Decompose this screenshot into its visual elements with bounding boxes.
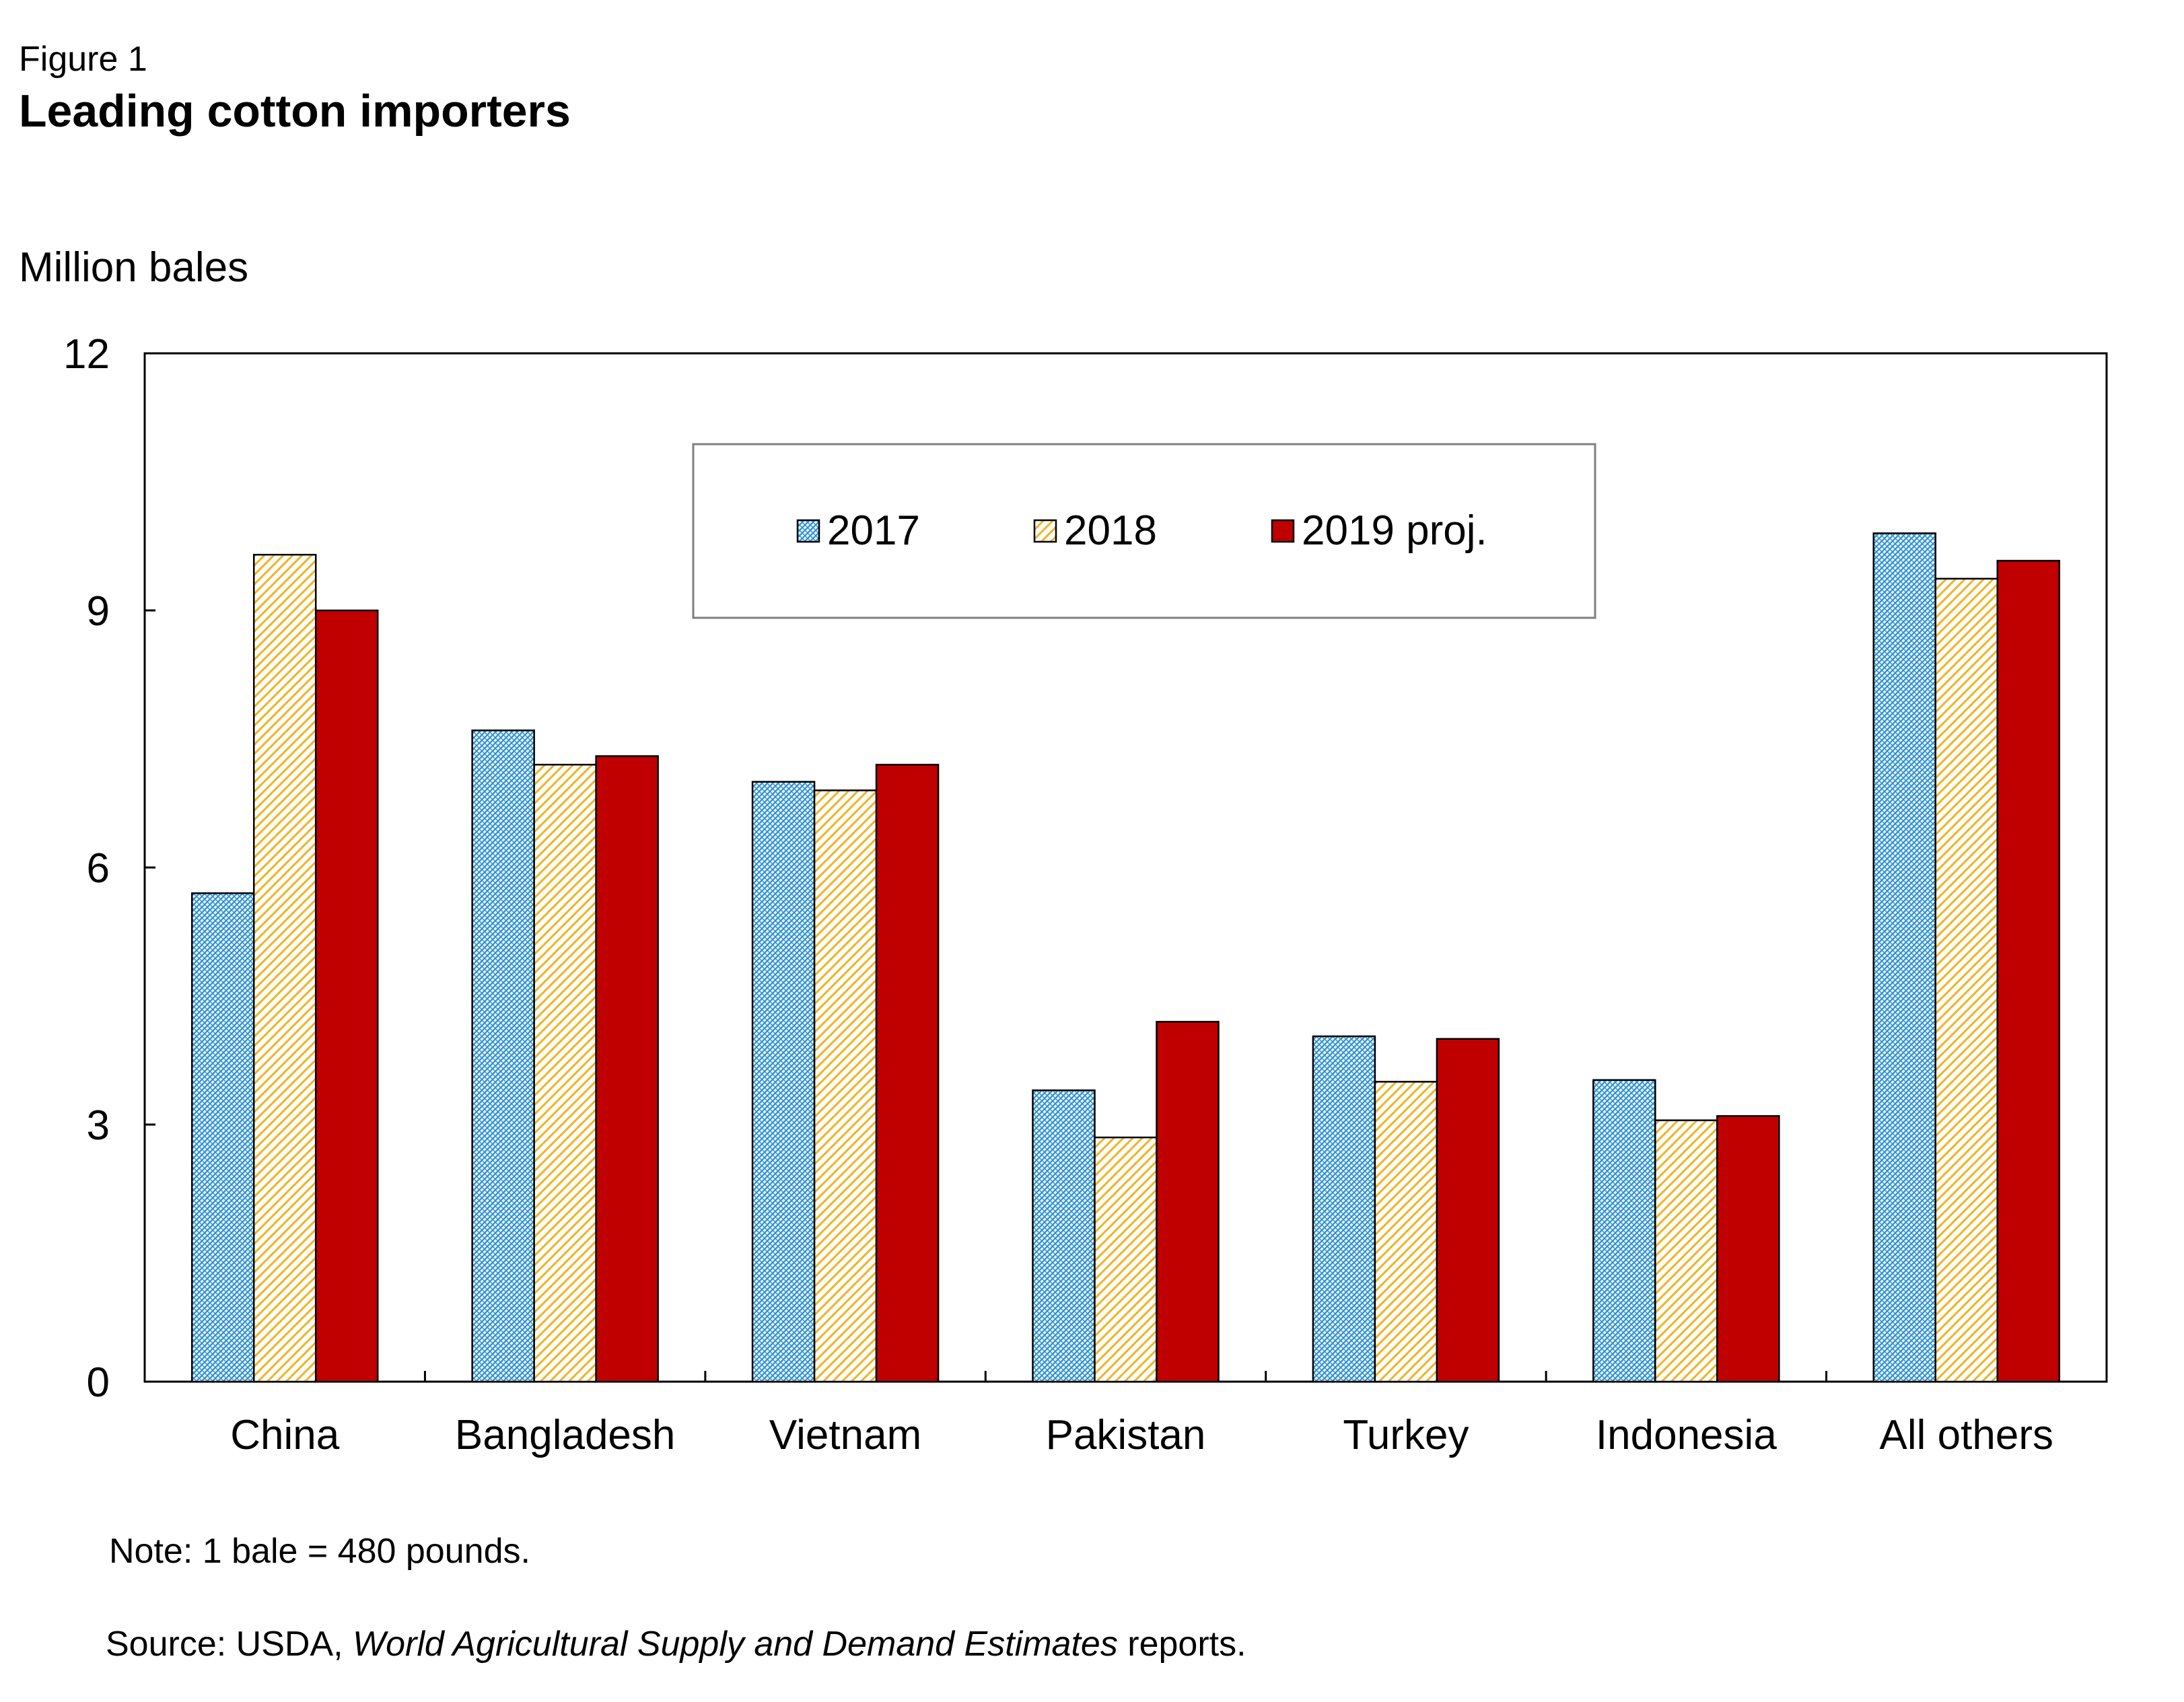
bar-all-others-2018 (1934, 577, 1999, 1383)
chart-source: Source: USDA, World Agricultural Supply … (106, 1624, 1246, 1664)
bar-bangladesh-2018 (533, 763, 597, 1383)
bar-all-others-2017 (1872, 532, 1937, 1383)
x-tick-label-vietnam: Vietnam (769, 1412, 921, 1458)
y-tick-label: 6 (87, 845, 110, 892)
figure-title: Leading cotton importers (19, 85, 571, 137)
legend-swatch-2018 (1033, 519, 1057, 543)
source-publication: World Agricultural Supply and Demand Est… (353, 1625, 1118, 1664)
y-tick-label: 12 (63, 331, 110, 378)
legend-swatch-2019-proj (1271, 519, 1295, 543)
legend-box (692, 443, 1596, 619)
bar-indonesia-2018 (1654, 1119, 1718, 1383)
bar-all-others-2019-proj (1996, 559, 2061, 1383)
bar-pakistan-2019-proj (1156, 1020, 1220, 1383)
x-axis: China Bangladesh Vietnam Pakistan Turkey Indo… (230, 1371, 2053, 1458)
bar-bangladesh-2019-proj (595, 755, 659, 1383)
source-suffix: reports. (1117, 1625, 1246, 1664)
bar-indonesia-2017 (1592, 1079, 1656, 1383)
y-axis-unit-label: Million bales (19, 244, 249, 291)
bar-vietnam-2017 (751, 781, 816, 1383)
bar-turkey-2017 (1312, 1035, 1376, 1383)
bar-china-2018 (252, 553, 317, 1383)
bar-vietnam-2019-proj (875, 763, 940, 1383)
x-tick-label-china: China (230, 1412, 340, 1458)
x-tick-label-bangladesh: Bangladesh (455, 1412, 676, 1458)
bar-turkey-2019-proj (1436, 1038, 1500, 1383)
bar-pakistan-2018 (1094, 1136, 1158, 1383)
bar-turkey-2018 (1374, 1081, 1438, 1383)
x-tick-label-all-others: All others (1880, 1412, 2053, 1458)
y-tick-label: 3 (87, 1102, 110, 1149)
bar-vietnam-2018 (813, 789, 878, 1383)
x-tick-label-pakistan: Pakistan (1046, 1412, 1206, 1458)
bar-china-2019-proj (314, 609, 379, 1383)
bar-china-2017 (190, 892, 255, 1383)
x-tick-label-turkey: Turkey (1343, 1412, 1469, 1458)
bar-pakistan-2017 (1032, 1089, 1096, 1383)
source-prefix: Source: USDA, (106, 1625, 353, 1664)
y-tick-label: 0 (87, 1359, 110, 1406)
legend-label-2017: 2017 (827, 507, 920, 554)
y-tick-label: 9 (87, 588, 110, 635)
legend: 2017 2018 2019 proj. (692, 443, 1596, 619)
y-axis: 0 3 6 9 12 (63, 331, 155, 1406)
x-tick-label-indonesia: Indonesia (1596, 1412, 1777, 1458)
bar-bangladesh-2017 (471, 730, 535, 1383)
bar-series-group (190, 532, 2061, 1383)
bar-indonesia-2019-proj (1716, 1115, 1780, 1383)
figure-label: Figure 1 (19, 40, 147, 79)
legend-label-2018: 2018 (1064, 507, 1157, 554)
chart-note: Note: 1 bale = 480 pounds. (109, 1532, 530, 1571)
legend-swatch-2017 (796, 519, 820, 543)
legend-label-2019-proj: 2019 proj. (1302, 507, 1487, 554)
